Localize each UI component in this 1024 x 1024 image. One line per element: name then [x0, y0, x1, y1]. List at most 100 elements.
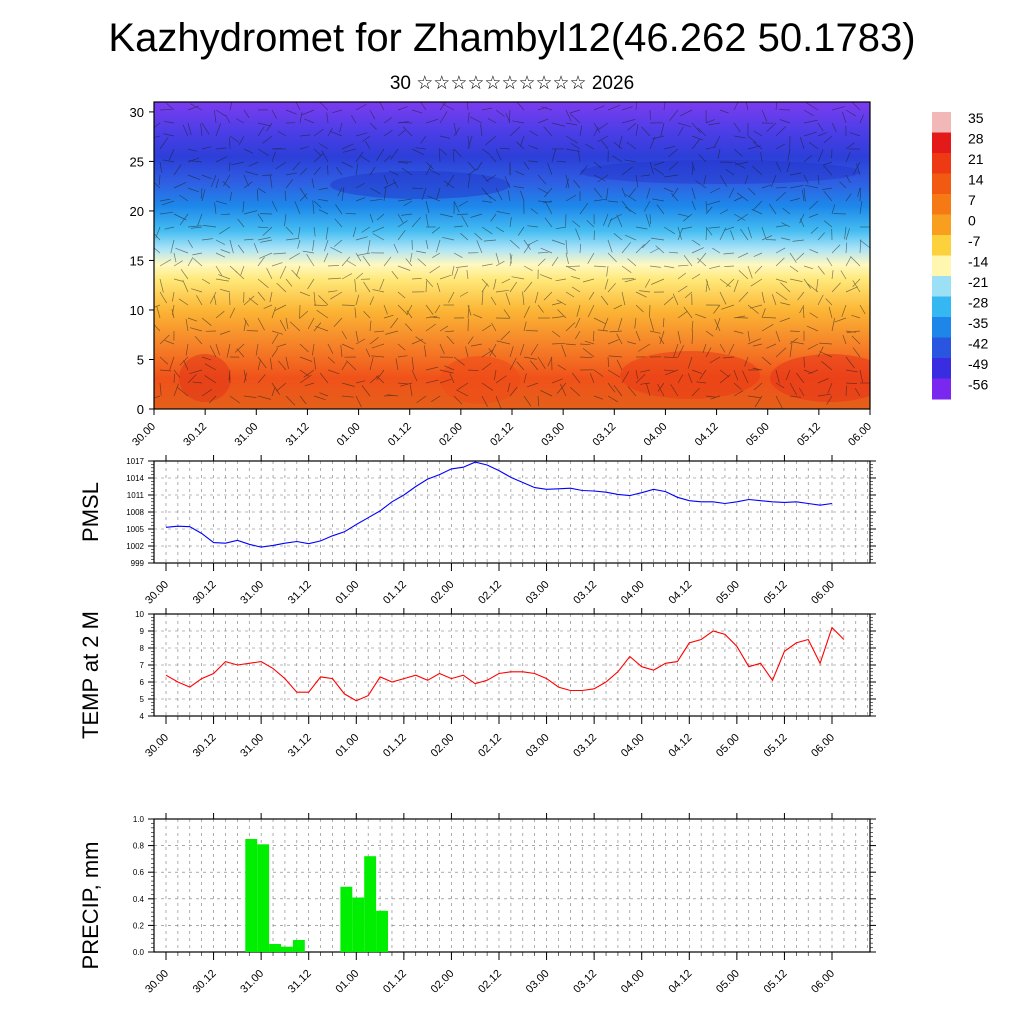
wind-barb [821, 361, 833, 371]
wind-barb [529, 130, 539, 137]
wind-barb [551, 256, 559, 267]
wind-barb [609, 330, 623, 333]
wind-barb [789, 278, 803, 282]
wind-barb [319, 392, 329, 397]
colorbar-label: -49 [968, 356, 988, 372]
wind-barb [760, 152, 763, 163]
x-tick-label: 05.00 [714, 579, 742, 607]
wind-barb [537, 187, 548, 194]
wind-barb [495, 395, 502, 409]
wind-barb [850, 256, 861, 267]
wind-barb [587, 252, 595, 264]
wind-barb [845, 142, 855, 150]
wind-barb [649, 304, 651, 318]
wind-barb [607, 382, 616, 393]
wind-barb [593, 105, 605, 111]
wind-barb [223, 174, 231, 187]
wind-barb [663, 145, 676, 150]
wind-barb [859, 201, 863, 215]
wind-barb [185, 343, 189, 356]
wind-barb [354, 307, 357, 319]
wind-barb [705, 347, 712, 358]
wind-barb [600, 295, 609, 306]
wind-barb [523, 306, 530, 319]
wind-barb [523, 239, 531, 250]
wind-barb [369, 187, 381, 195]
wind-barb [334, 218, 343, 228]
wind-barb [775, 347, 787, 358]
wind-barb [613, 141, 623, 150]
wind-barb [333, 239, 343, 247]
precip-bar [245, 839, 258, 952]
wind-barb [761, 356, 772, 366]
wind-barb [770, 174, 777, 188]
wind-barb [687, 356, 693, 369]
wind-barb [691, 161, 695, 171]
wind-barb [243, 372, 248, 384]
wind-barb [299, 291, 311, 297]
wind-barb [495, 187, 503, 201]
wind-barb [509, 217, 512, 228]
wind-barb [719, 209, 729, 215]
wind-barb [626, 142, 637, 150]
wind-barb [655, 245, 665, 254]
wind-barb [173, 373, 175, 384]
wind-barb [457, 382, 469, 390]
wind-barb [436, 282, 441, 293]
wind-barb [416, 250, 427, 254]
wind-barb [159, 259, 172, 267]
wind-barb [248, 161, 259, 167]
wind-barb [649, 330, 661, 334]
wind-barb [744, 174, 749, 185]
x-tick-label: 30.00 [143, 732, 171, 760]
wind-barb [371, 355, 385, 358]
wind-barb [551, 342, 566, 345]
wind-barb [691, 247, 704, 254]
wind-barb [355, 236, 368, 241]
wind-barb [649, 247, 660, 254]
wind-barb [640, 382, 651, 385]
wind-barb [304, 382, 315, 387]
wind-barb [621, 242, 631, 254]
wind-barb [439, 274, 452, 280]
wind-barb [657, 384, 665, 397]
wind-barb [707, 200, 721, 206]
wind-barb [436, 187, 441, 201]
wind-barb [672, 293, 679, 306]
wind-barb [397, 220, 408, 228]
wind-barb [326, 112, 329, 124]
wind-barb [659, 330, 665, 345]
wind-barb [657, 382, 665, 392]
wind-barb [409, 252, 413, 263]
wind-barb [257, 395, 271, 400]
wind-barb [752, 165, 763, 176]
wind-barb [571, 286, 581, 293]
wind-barb [624, 159, 637, 163]
wind-barb [579, 202, 589, 215]
colorbar-swatch [932, 235, 951, 256]
wind-barb [474, 232, 483, 241]
heatmap-warm-core [179, 354, 231, 402]
wind-barb [480, 123, 483, 137]
wind-barb [705, 119, 715, 124]
wind-barb [259, 252, 273, 259]
wind-barb [481, 349, 494, 358]
wind-barb [411, 148, 425, 156]
x-tick-label: 03.12 [571, 732, 599, 760]
wind-barb [159, 334, 170, 345]
wind-barb [486, 174, 497, 182]
y-tick-label: 5 [140, 695, 145, 704]
wind-barb [299, 343, 309, 353]
wind-barb [236, 348, 245, 358]
wind-barb [523, 281, 533, 293]
wind-barb [439, 378, 452, 384]
wind-barb [826, 257, 833, 267]
wind-barb [187, 174, 201, 181]
wind-barb [658, 336, 665, 345]
wind-barb [775, 192, 786, 202]
wind-barb [341, 343, 355, 350]
wind-barb [540, 247, 553, 254]
wind-barb [808, 369, 819, 375]
wind-barb [823, 161, 833, 166]
y-axis-label: PRECIP, mm [78, 842, 103, 970]
